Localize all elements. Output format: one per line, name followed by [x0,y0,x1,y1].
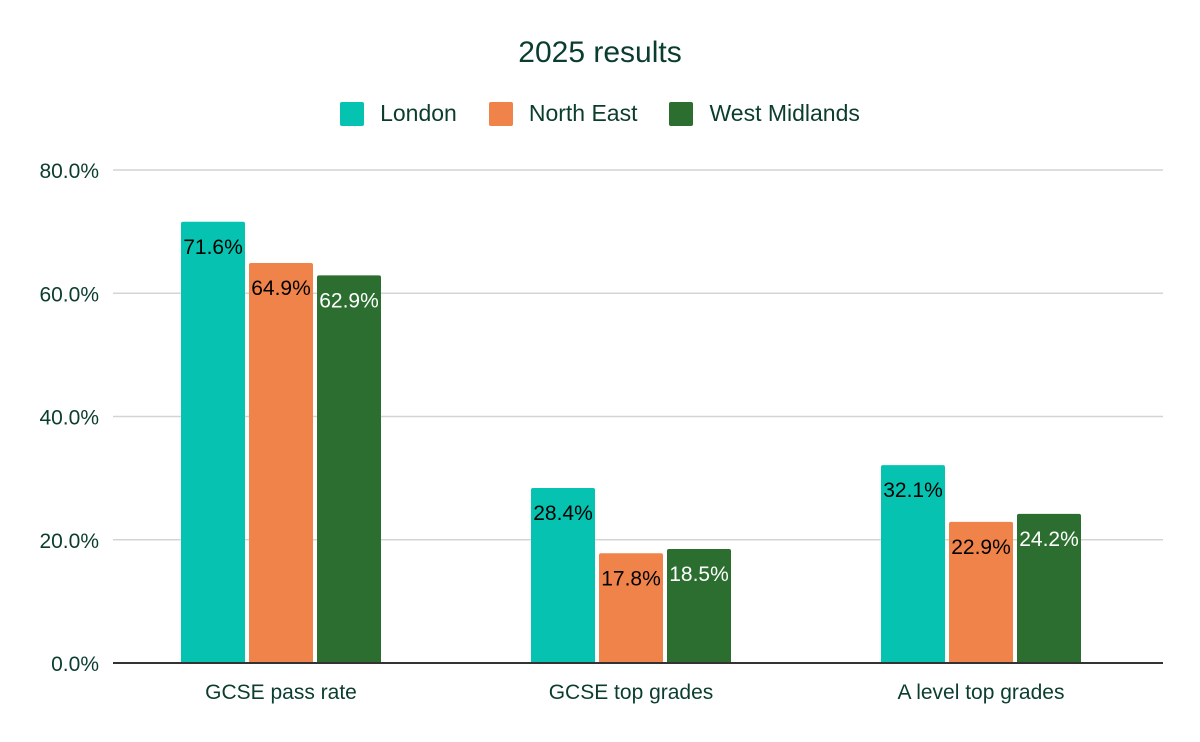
bar-london[interactable] [531,487,595,663]
bar-north-east[interactable] [599,553,663,663]
data-label: 28.4% [533,502,593,525]
bar-london[interactable] [181,221,245,663]
legend: London North East West Midlands [0,100,1200,127]
y-tick-label: 20.0% [39,530,99,553]
data-label: 71.6% [183,236,243,259]
legend-swatch-london [340,101,365,126]
y-tick-label: 60.0% [39,283,99,306]
data-label: 64.9% [251,277,311,300]
legend-swatch-west-midlands [669,101,694,126]
data-label: 22.9% [951,536,1011,559]
bars [181,221,1081,663]
x-axis-ticks: GCSE pass rate GCSE top grades A level top… [205,681,1064,704]
data-label: 62.9% [319,289,379,312]
data-labels: 71.6% 64.9% 62.9% 28.4% 17.8% 18.5% 32.1% 22.9%… [183,236,1079,591]
legend-item-north-east[interactable]: North East [488,100,638,127]
bar-west-midlands[interactable] [1017,513,1081,663]
bar-london[interactable] [881,465,945,663]
x-tick-label: GCSE top grades [549,681,714,704]
bar-west-midlands[interactable] [317,275,381,663]
legend-item-london[interactable]: London [340,100,457,127]
bar-west-midlands[interactable] [667,548,731,663]
legend-swatch-north-east [488,101,513,126]
data-label: 32.1% [883,479,943,502]
y-tick-label: 80.0% [39,160,99,183]
y-tick-label: 0.0% [51,653,99,676]
x-tick-label: A level top grades [898,681,1065,704]
data-label: 24.2% [1019,528,1079,551]
data-label: 18.5% [669,563,729,586]
y-axis-ticks: 0.0% 20.0% 40.0% 60.0% 80.0% [39,160,99,676]
legend-label-london: London [380,100,457,126]
legend-label-north-east: North East [528,100,638,126]
chart-title: 2025 results [518,36,682,69]
data-label: 17.8% [601,567,661,590]
bar-north-east[interactable] [949,521,1013,663]
x-tick-label: GCSE pass rate [205,681,357,704]
legend-item-west-midlands[interactable]: West Midlands [669,100,860,127]
bar-north-east[interactable] [249,263,313,663]
legend-label-west-midlands: West Midlands [709,100,860,126]
y-tick-label: 40.0% [39,407,99,430]
